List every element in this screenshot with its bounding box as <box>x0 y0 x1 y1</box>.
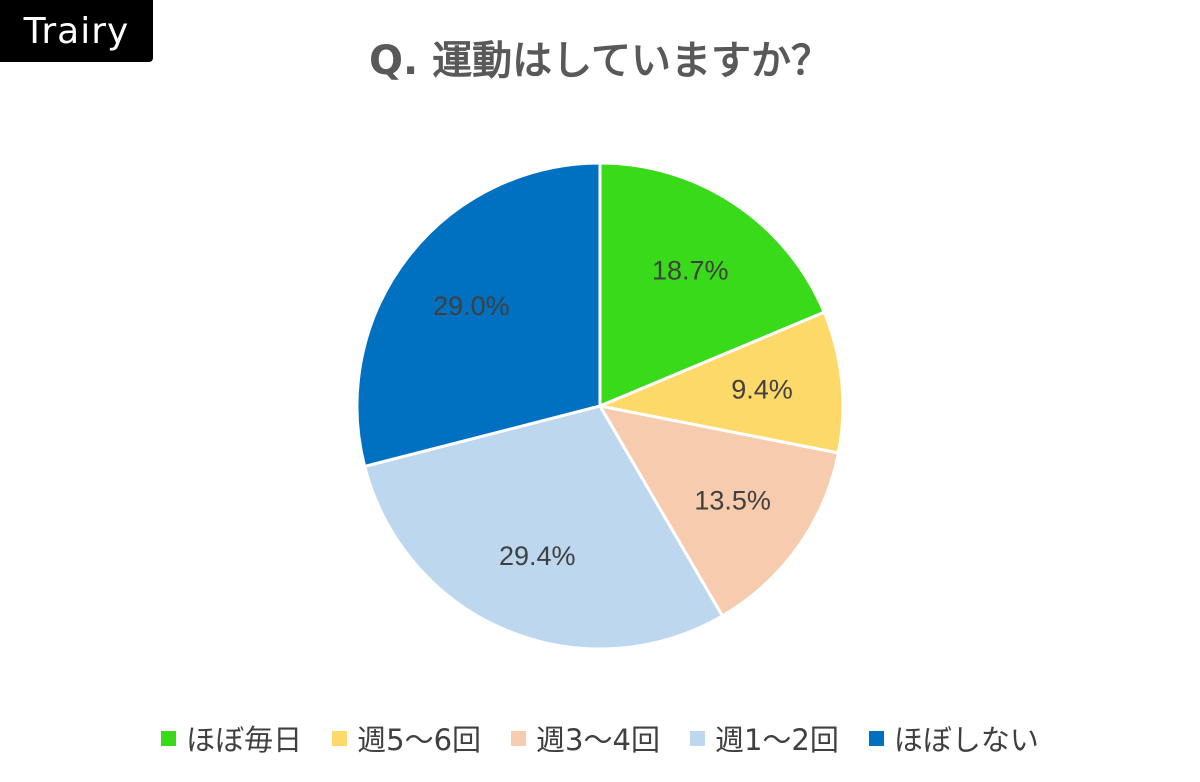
legend-swatch-3 <box>511 730 527 746</box>
legend-label-5: ほぼしない <box>893 723 1039 757</box>
data-label-1: 18.7% <box>652 255 729 285</box>
data-label-4: 29.4% <box>499 541 576 571</box>
legend-item-4: 週1〜2回 <box>689 717 839 759</box>
chart-title: Q. 運動はしていますか？ <box>369 38 831 84</box>
legend-label-4: 週1〜2回 <box>714 723 839 757</box>
legend-item-1: ほぼ毎日 <box>161 717 302 759</box>
brand-logo: Trairy <box>0 0 153 62</box>
data-label-2: 9.4% <box>731 375 793 405</box>
pie-slice-5 <box>355 161 602 468</box>
pie-slice-1 <box>598 161 826 408</box>
chart-legend: ほぼ毎日 週5〜6回 週3〜4回 週1〜2回 ほぼしない <box>0 713 1200 763</box>
legend-swatch-5 <box>868 730 884 746</box>
legend-label-3: 週3〜4回 <box>536 723 660 757</box>
legend-swatch-4 <box>689 730 705 746</box>
legend-swatch-1 <box>161 730 177 746</box>
data-label-3: 13.5% <box>694 485 771 515</box>
legend-item-5: ほぼしない <box>868 717 1039 759</box>
pie-slice-4 <box>363 404 724 651</box>
data-label-5: 29.0% <box>433 291 510 321</box>
legend-swatch-2 <box>332 730 348 746</box>
legend-item-2: 週5〜6回 <box>332 717 481 759</box>
legend-label-1: ほぼ毎日 <box>186 723 303 757</box>
legend-label-2: 週5〜6回 <box>357 723 482 757</box>
brand-name: Trairy <box>23 10 130 52</box>
pie-slice-3 <box>598 404 840 618</box>
legend-item-3: 週3〜4回 <box>511 717 660 759</box>
